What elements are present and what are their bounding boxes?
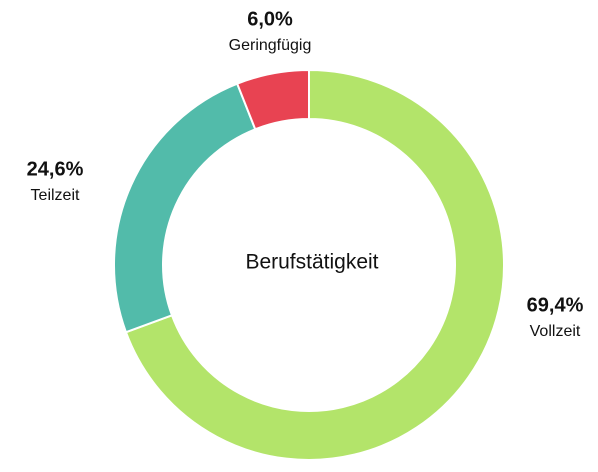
category-label: Vollzeit <box>530 323 581 340</box>
chart-title: Berufstätigkeit <box>245 251 378 274</box>
donut-segment <box>235 68 310 131</box>
donut-segment <box>113 82 257 334</box>
donut-segment <box>124 68 505 461</box>
value-label: 6,0% <box>247 8 293 30</box>
category-label: Teilzeit <box>31 187 80 204</box>
category-label: Geringfügig <box>229 37 312 54</box>
value-label: 69,4% <box>527 294 584 316</box>
value-label: 24,6% <box>27 158 84 180</box>
